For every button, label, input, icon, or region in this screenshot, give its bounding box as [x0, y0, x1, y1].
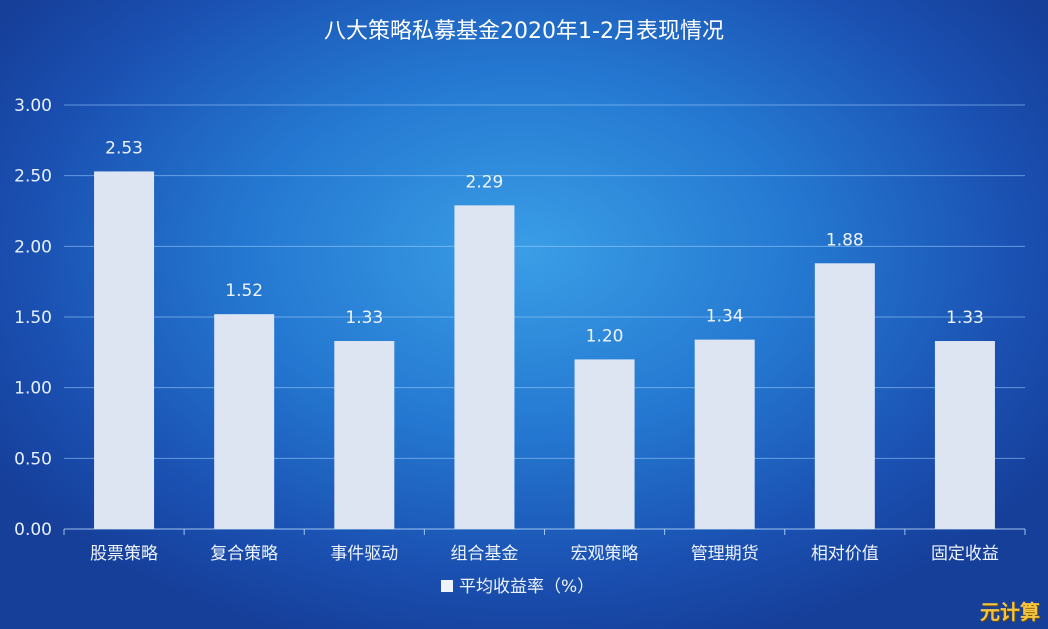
category-label: 组合基金	[450, 544, 518, 564]
bar	[814, 263, 875, 529]
bar	[934, 341, 995, 529]
y-axis-ticks: 0.00 0.50 1.00 1.50 2.00 2.50 3.00	[14, 96, 52, 540]
data-label: 1.88	[826, 230, 864, 250]
y-tick-label: 2.50	[14, 167, 52, 187]
gridlines	[63, 104, 1026, 535]
legend: 平均收益率（%）	[441, 577, 594, 597]
bar	[214, 314, 275, 529]
data-label: 1.33	[946, 308, 984, 328]
data-label: 2.53	[105, 138, 143, 158]
data-label: 1.34	[706, 307, 744, 327]
data-label: 1.52	[225, 281, 263, 301]
x-axis-categories: 股票策略 复合策略 事件驱动 组合基金 宏观策略 管理期货 相对价值 固定收益	[90, 544, 999, 564]
chart-title: 八大策略私募基金2020年1-2月表现情况	[324, 19, 724, 44]
y-tick-label: 0.50	[14, 449, 52, 469]
bar	[454, 205, 515, 529]
category-label: 宏观策略	[571, 544, 639, 564]
category-label: 相对价值	[811, 544, 879, 564]
bar	[334, 341, 395, 529]
legend-label: 平均收益率（%）	[459, 577, 594, 597]
data-label: 2.29	[466, 172, 504, 192]
data-labels: 2.53 1.52 1.33 2.29 1.20 1.34 1.88 1.33	[105, 138, 984, 346]
category-label: 事件驱动	[330, 544, 398, 564]
y-tick-label: 1.50	[14, 308, 52, 328]
category-label: 股票策略	[90, 544, 158, 564]
bar	[94, 171, 155, 529]
y-tick-label: 0.00	[14, 520, 52, 540]
category-label: 固定收益	[931, 544, 999, 564]
category-label: 管理期货	[691, 544, 759, 564]
watermark-logo: 元计算	[980, 600, 1040, 624]
legend-swatch	[441, 580, 453, 592]
y-tick-label: 3.00	[14, 96, 52, 116]
y-tick-label: 2.00	[14, 237, 52, 257]
bar	[574, 359, 635, 529]
bars	[94, 171, 995, 529]
y-tick-label: 1.00	[14, 379, 52, 399]
data-label: 1.20	[586, 326, 624, 346]
category-label: 复合策略	[210, 544, 278, 564]
data-label: 1.33	[345, 308, 383, 328]
bar	[694, 339, 755, 529]
